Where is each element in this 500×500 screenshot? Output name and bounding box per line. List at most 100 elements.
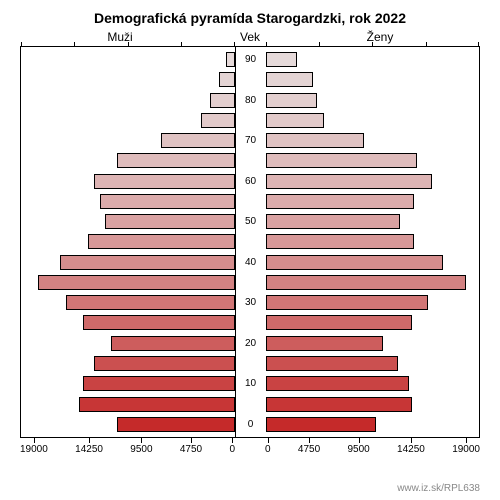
age-tick — [236, 71, 266, 88]
age-tick: 90 — [236, 51, 266, 68]
male-bar-row — [21, 213, 235, 230]
age-tick — [236, 112, 266, 129]
female-bar — [266, 417, 376, 432]
female-bar-row — [266, 152, 480, 169]
x-tick: 9500 — [130, 444, 152, 460]
female-bar-row — [266, 112, 480, 129]
female-bar-row — [266, 51, 480, 68]
male-bar — [83, 315, 235, 330]
female-bar-row — [266, 396, 480, 413]
age-tick: 10 — [236, 375, 266, 392]
female-bar-row — [266, 71, 480, 88]
female-bar-row — [266, 173, 480, 190]
female-bar — [266, 275, 466, 290]
male-bar-row — [21, 274, 235, 291]
age-axis: 9080706050403020100 — [236, 47, 266, 437]
male-bar-row — [21, 294, 235, 311]
x-tick: 14250 — [75, 444, 103, 460]
female-half — [266, 47, 481, 437]
female-bar — [266, 93, 318, 108]
female-bar — [266, 113, 324, 128]
female-bar — [266, 153, 418, 168]
female-bar-row — [266, 274, 480, 291]
x-tick: 4750 — [180, 444, 202, 460]
male-half — [20, 47, 236, 437]
male-bar-row — [21, 51, 235, 68]
male-bar — [79, 397, 234, 412]
female-bar-row — [266, 294, 480, 311]
female-bar-row — [266, 314, 480, 331]
male-bar — [60, 255, 234, 270]
male-bar-row — [21, 375, 235, 392]
age-tick — [236, 152, 266, 169]
female-bar — [266, 336, 384, 351]
header-row: Muži Vek Ženy — [20, 30, 480, 44]
male-bar — [117, 153, 235, 168]
x-axis: 19000 14250 9500 4750 0 0 4750 9500 14250 19000 — [20, 438, 480, 460]
age-tick — [236, 233, 266, 250]
female-bar-row — [266, 92, 480, 109]
male-bar — [83, 376, 235, 391]
male-bar — [88, 234, 234, 249]
x-tick: 0 — [265, 444, 271, 460]
female-bar-row — [266, 375, 480, 392]
male-bar-row — [21, 112, 235, 129]
age-tick — [236, 396, 266, 413]
female-bar-row — [266, 213, 480, 230]
female-bar — [266, 52, 297, 67]
female-bar — [266, 214, 401, 229]
male-bar-row — [21, 416, 235, 433]
female-bar — [266, 255, 444, 270]
age-tick: 70 — [236, 132, 266, 149]
female-bar — [266, 397, 412, 412]
age-tick: 80 — [236, 92, 266, 109]
female-bar — [266, 234, 414, 249]
female-bar-row — [266, 193, 480, 210]
x-tick: 14250 — [397, 444, 425, 460]
female-bar-row — [266, 335, 480, 352]
male-bar — [210, 93, 235, 108]
age-tick: 50 — [236, 213, 266, 230]
age-tick: 40 — [236, 254, 266, 271]
male-bar — [100, 194, 235, 209]
male-bar — [38, 275, 235, 290]
female-bar-row — [266, 355, 480, 372]
chart-title: Demografická pyramída Starogardzki, rok … — [20, 10, 480, 26]
age-tick: 30 — [236, 294, 266, 311]
x-tick: 0 — [229, 444, 235, 460]
female-bar — [266, 315, 412, 330]
age-tick — [236, 355, 266, 372]
age-label: Vek — [235, 30, 265, 44]
female-bar — [266, 133, 365, 148]
male-bar — [105, 214, 234, 229]
x-tick: 19000 — [20, 444, 48, 460]
male-bar — [111, 336, 235, 351]
male-bar — [66, 295, 235, 310]
male-bar — [94, 356, 234, 371]
male-bar-row — [21, 314, 235, 331]
male-bar — [201, 113, 235, 128]
male-bar — [226, 52, 235, 67]
female-bar-row — [266, 416, 480, 433]
male-bar — [219, 72, 235, 87]
plot-area: 9080706050403020100 — [20, 46, 480, 438]
female-bar — [266, 376, 410, 391]
male-bar-row — [21, 92, 235, 109]
age-tick — [236, 314, 266, 331]
age-tick — [236, 274, 266, 291]
female-bar — [266, 194, 414, 209]
male-bar-row — [21, 173, 235, 190]
male-bar — [161, 133, 234, 148]
age-tick — [236, 193, 266, 210]
male-bar-row — [21, 254, 235, 271]
male-bar-row — [21, 335, 235, 352]
age-tick: 60 — [236, 173, 266, 190]
source-url: www.iz.sk/RPL638 — [397, 483, 480, 494]
female-bar — [266, 356, 399, 371]
male-bar-row — [21, 71, 235, 88]
x-tick: 4750 — [298, 444, 320, 460]
x-tick: 9500 — [347, 444, 369, 460]
female-bar-row — [266, 132, 480, 149]
x-tick: 19000 — [452, 444, 480, 460]
male-bar — [94, 174, 234, 189]
